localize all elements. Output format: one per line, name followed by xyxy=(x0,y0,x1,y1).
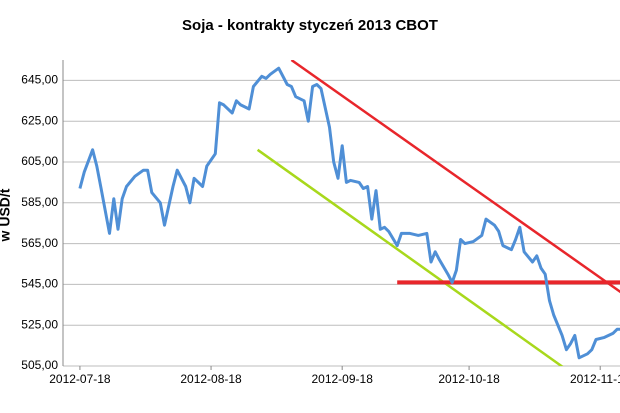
x-tick-label: 2012-09-18 xyxy=(311,372,373,386)
x-tick-label: 2012-11-18 xyxy=(570,372,620,386)
plot-area xyxy=(78,60,620,366)
y-tick-label: 505,00 xyxy=(21,358,58,372)
x-tick-label: 2012-07-18 xyxy=(49,372,111,386)
y-tick-label: 605,00 xyxy=(21,154,58,168)
y-tick-label: 545,00 xyxy=(21,277,58,291)
trend-line xyxy=(290,60,620,294)
chart-title: Soja - kontrakty styczeń 2013 CBOT xyxy=(182,17,438,34)
y-tick-label: 645,00 xyxy=(21,73,58,87)
x-tick-label: 2012-10-18 xyxy=(438,372,500,386)
price-line xyxy=(78,66,620,360)
y-axis-label: w USD/t xyxy=(0,188,13,242)
x-tick-label: 2012-08-18 xyxy=(180,372,242,386)
y-tick-label: 585,00 xyxy=(21,195,58,209)
y-tick-label: 625,00 xyxy=(21,113,58,127)
trend-line xyxy=(256,148,564,366)
y-tick-label: 565,00 xyxy=(21,236,58,250)
y-tick-label: 525,00 xyxy=(21,317,58,331)
